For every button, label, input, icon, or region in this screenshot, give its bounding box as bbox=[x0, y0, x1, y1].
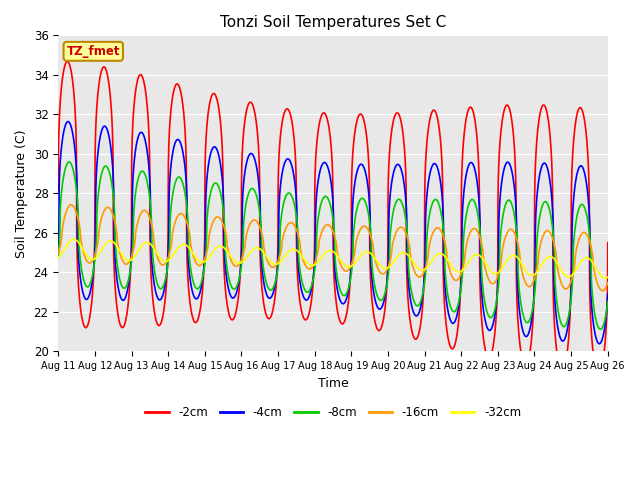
-8cm bbox=[387, 227, 394, 233]
-8cm bbox=[65, 159, 73, 165]
-4cm bbox=[595, 341, 603, 347]
-16cm bbox=[604, 280, 611, 286]
-2cm bbox=[172, 82, 180, 87]
-8cm bbox=[208, 185, 216, 191]
-4cm bbox=[604, 291, 612, 297]
-8cm bbox=[552, 288, 559, 294]
-32cm bbox=[604, 274, 612, 280]
Text: TZ_fmet: TZ_fmet bbox=[67, 45, 120, 58]
-2cm bbox=[387, 136, 394, 142]
-2cm bbox=[552, 338, 559, 344]
-2cm bbox=[604, 279, 611, 285]
-4cm bbox=[208, 147, 216, 153]
-4cm bbox=[172, 138, 180, 144]
-32cm bbox=[604, 275, 611, 280]
-2cm bbox=[595, 371, 602, 377]
-2cm bbox=[396, 115, 404, 121]
Title: Tonzi Soil Temperatures Set C: Tonzi Soil Temperatures Set C bbox=[220, 15, 446, 30]
-2cm bbox=[63, 59, 71, 64]
-8cm bbox=[596, 326, 604, 332]
-32cm bbox=[172, 248, 180, 253]
-32cm bbox=[396, 251, 404, 257]
-8cm bbox=[604, 299, 612, 304]
-4cm bbox=[54, 244, 62, 250]
Legend: -2cm, -4cm, -8cm, -16cm, -32cm: -2cm, -4cm, -8cm, -16cm, -32cm bbox=[140, 401, 525, 424]
Line: -8cm: -8cm bbox=[58, 162, 608, 329]
Line: -2cm: -2cm bbox=[58, 61, 608, 374]
Y-axis label: Soil Temperature (C): Soil Temperature (C) bbox=[15, 129, 28, 258]
Line: -32cm: -32cm bbox=[58, 239, 608, 278]
-32cm bbox=[54, 254, 62, 260]
-32cm bbox=[552, 258, 559, 264]
-4cm bbox=[604, 294, 611, 300]
-16cm bbox=[552, 249, 559, 254]
-32cm bbox=[70, 236, 77, 242]
Line: -16cm: -16cm bbox=[58, 205, 608, 291]
-8cm bbox=[604, 300, 611, 306]
-16cm bbox=[387, 256, 394, 262]
-16cm bbox=[67, 202, 75, 208]
-2cm bbox=[208, 93, 216, 98]
Line: -4cm: -4cm bbox=[58, 121, 608, 344]
-16cm bbox=[604, 280, 612, 286]
-4cm bbox=[64, 119, 72, 124]
-32cm bbox=[387, 263, 394, 268]
-16cm bbox=[598, 288, 606, 294]
-32cm bbox=[208, 250, 216, 256]
-4cm bbox=[396, 164, 404, 170]
-8cm bbox=[172, 177, 180, 183]
-16cm bbox=[172, 216, 180, 222]
-16cm bbox=[208, 222, 216, 228]
-8cm bbox=[396, 197, 404, 203]
-16cm bbox=[54, 251, 62, 256]
-16cm bbox=[396, 224, 404, 230]
-2cm bbox=[54, 191, 62, 196]
-2cm bbox=[604, 240, 612, 246]
X-axis label: Time: Time bbox=[317, 377, 348, 390]
-32cm bbox=[602, 275, 609, 281]
-8cm bbox=[54, 254, 62, 260]
-4cm bbox=[387, 188, 394, 193]
-4cm bbox=[552, 308, 559, 314]
